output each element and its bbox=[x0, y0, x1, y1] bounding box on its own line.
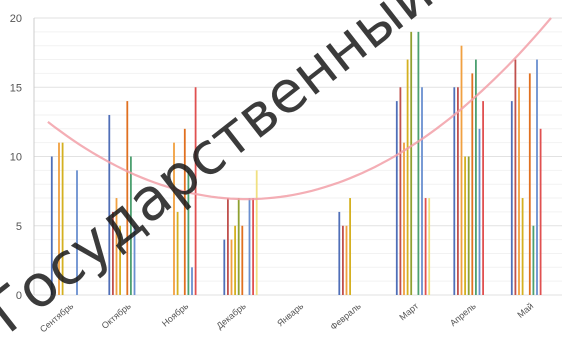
category-label: Май bbox=[515, 301, 535, 320]
bar bbox=[187, 170, 190, 295]
bar bbox=[183, 128, 186, 295]
bar bbox=[475, 59, 477, 295]
bar bbox=[510, 101, 513, 295]
bar bbox=[453, 87, 456, 295]
bar bbox=[130, 156, 132, 295]
bar bbox=[471, 73, 474, 296]
bar bbox=[342, 225, 344, 295]
category-label: Декабрь bbox=[214, 301, 248, 331]
bar bbox=[518, 87, 520, 295]
bar bbox=[248, 198, 251, 295]
category-label: Февраль bbox=[328, 301, 363, 332]
bar bbox=[467, 156, 470, 295]
bar bbox=[399, 87, 402, 295]
bar bbox=[76, 170, 78, 295]
y-tick-label: 5 bbox=[16, 221, 22, 233]
bar bbox=[50, 156, 53, 295]
bar bbox=[119, 225, 121, 295]
category-label: Январь bbox=[275, 301, 305, 329]
category-label: Март bbox=[397, 301, 420, 323]
bar bbox=[58, 142, 60, 295]
y-tick-label: 20 bbox=[10, 13, 22, 25]
bar bbox=[173, 142, 175, 295]
bar bbox=[424, 198, 427, 295]
bar bbox=[191, 267, 193, 295]
bar bbox=[194, 87, 197, 295]
bar bbox=[255, 170, 258, 295]
bar bbox=[428, 198, 431, 295]
bar bbox=[230, 239, 233, 295]
bar bbox=[536, 59, 538, 295]
bar bbox=[514, 59, 517, 295]
bar bbox=[528, 73, 531, 296]
bar bbox=[395, 101, 398, 295]
category-label: Ноябрь bbox=[160, 301, 191, 329]
bar bbox=[349, 198, 351, 295]
bar bbox=[237, 198, 240, 295]
bar bbox=[126, 101, 129, 295]
bar bbox=[478, 128, 481, 295]
bar bbox=[406, 59, 409, 295]
bar bbox=[417, 31, 420, 295]
y-tick-label: 15 bbox=[10, 82, 22, 94]
y-tick-label: 0 bbox=[16, 290, 22, 302]
bar bbox=[421, 87, 423, 295]
bar bbox=[234, 225, 236, 295]
bar bbox=[460, 45, 463, 296]
bar bbox=[345, 225, 348, 295]
bar bbox=[338, 211, 341, 295]
bar bbox=[227, 198, 229, 295]
bar bbox=[61, 142, 64, 295]
bar bbox=[115, 198, 118, 295]
bar bbox=[457, 87, 459, 295]
bar bbox=[410, 31, 413, 295]
bar bbox=[176, 211, 179, 295]
bar bbox=[403, 142, 405, 295]
bar bbox=[223, 239, 226, 295]
bar bbox=[241, 225, 244, 295]
bar bbox=[252, 198, 254, 295]
bar bbox=[521, 198, 524, 295]
bar bbox=[482, 101, 484, 295]
trend-line bbox=[47, 17, 552, 201]
bar bbox=[539, 128, 542, 295]
bar bbox=[112, 211, 114, 295]
category-label: Апрель bbox=[448, 301, 478, 328]
bar bbox=[464, 156, 466, 295]
bar bbox=[532, 225, 535, 295]
bar bbox=[108, 114, 111, 295]
bar bbox=[133, 225, 136, 295]
category-label: Октябрь bbox=[100, 301, 133, 331]
y-tick-label: 10 bbox=[10, 152, 22, 164]
